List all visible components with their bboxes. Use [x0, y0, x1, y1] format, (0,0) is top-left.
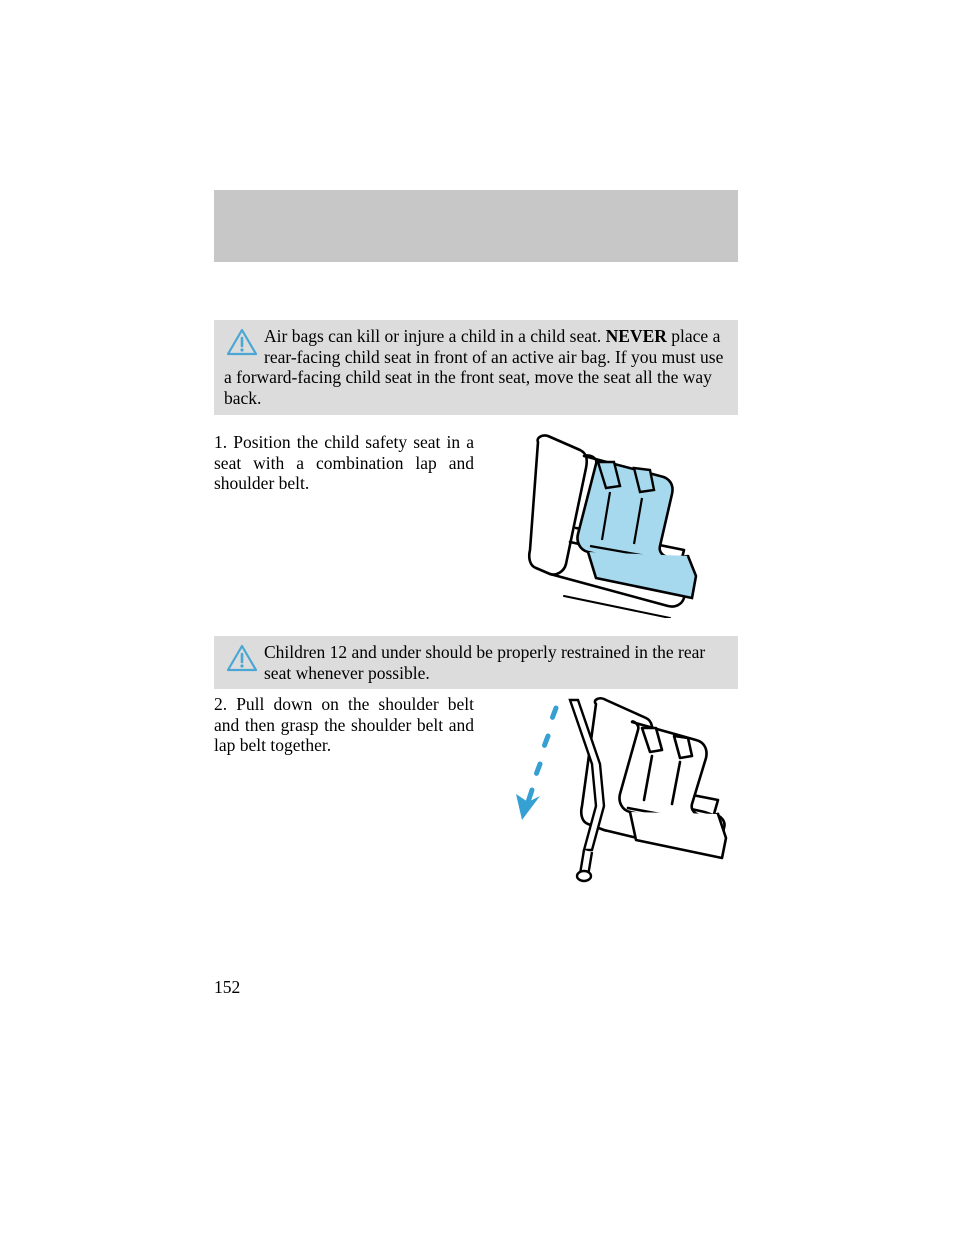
warning-box-airbag: Air bags can kill or injure a child in a… — [214, 320, 738, 415]
warning-triangle-icon — [226, 328, 258, 356]
illustration-child-seat-position — [510, 428, 740, 618]
step-2-text: 2. Pull down on the shoulder belt and th… — [214, 694, 474, 756]
warning-2-pre: Children 12 and under should be properly… — [264, 642, 705, 683]
warning-triangle-icon — [226, 644, 258, 672]
warning-text-rear-seat: Children 12 and under should be properly… — [224, 642, 728, 683]
page-number: 152 — [214, 977, 240, 998]
warning-1-bold: NEVER — [606, 326, 667, 346]
warning-text-airbag: Air bags can kill or injure a child in a… — [224, 326, 728, 409]
warning-1-pre: Air bags can kill or injure a child in a… — [264, 326, 606, 346]
warning-box-rear-seat: Children 12 and under should be properly… — [214, 636, 738, 689]
step-1-text: 1. Position the child safety seat in a s… — [214, 432, 474, 494]
illustration-belt-pull — [500, 694, 740, 894]
section-header-band — [214, 190, 738, 262]
manual-page: Air bags can kill or injure a child in a… — [0, 0, 954, 1235]
